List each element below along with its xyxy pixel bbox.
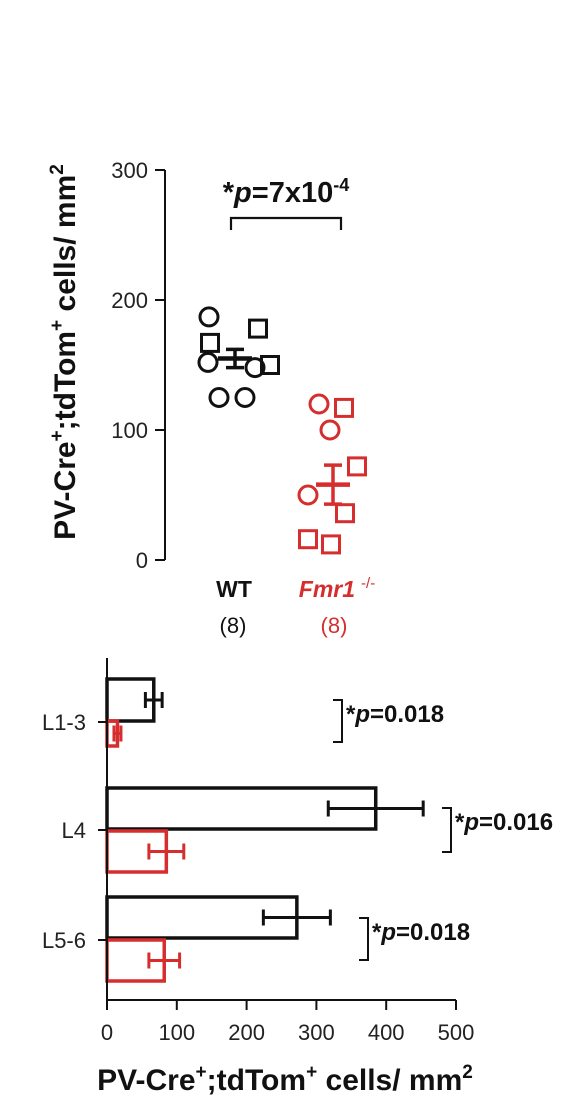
scatter-y-tick-label: 200 xyxy=(111,288,148,313)
scatter-y-tick-label: 300 xyxy=(111,158,148,183)
scatter-point-square xyxy=(260,355,280,375)
bar-panel: 0 100 200 300 400 500 L1-3 L4 L5-6 *p=0.018 *p=0… xyxy=(42,658,553,1097)
scatter-point-circle xyxy=(198,306,220,328)
bar-significance-bracket xyxy=(359,917,369,961)
bar-category-label: L1-3 xyxy=(42,710,86,735)
scatter-point-square xyxy=(334,397,354,418)
scatter-y-tick-label: 100 xyxy=(111,418,148,443)
scatter-y-axis-label: PV-Cre+;tdTom+ cells/ mm2 xyxy=(47,164,82,540)
scatter-point-circle xyxy=(234,387,256,408)
scatter-point-circle xyxy=(297,484,319,506)
scatter-y-tick-label: 0 xyxy=(136,548,148,573)
group-n-fmr1: (8) xyxy=(321,613,348,638)
bar-p-value-label: *p=0.018 xyxy=(372,919,470,946)
bar-p-value-label: *p=0.016 xyxy=(455,809,553,836)
scatter-point-circle xyxy=(197,351,219,373)
bar-x-tick-label: 500 xyxy=(438,1020,475,1045)
group-label-wt: WT xyxy=(216,576,252,602)
bar-x-tick-label: 300 xyxy=(298,1020,335,1045)
scatter-panel: PV-Cre+;tdTom+ cells/ mm2 0 100 200 300 *p=… xyxy=(47,158,375,638)
scatter-point-circle xyxy=(319,419,341,441)
scatter-point-circle xyxy=(244,357,266,379)
bar-x-axis-label: PV-Cre+;tdTom+ cells/ mm2 xyxy=(97,1062,473,1097)
scatter-point-square xyxy=(335,503,355,524)
scatter-point-square xyxy=(347,456,367,477)
group-n-wt: (8) xyxy=(220,613,247,638)
bar-significance-bracket xyxy=(333,699,343,743)
scatter-point-circle xyxy=(308,393,330,415)
bar-p-value-label: *p=0.018 xyxy=(346,701,444,728)
bar-x-tick-label: 0 xyxy=(101,1020,113,1045)
bar-x-tick-label: 200 xyxy=(228,1020,265,1045)
bar-category-label: L5-6 xyxy=(42,928,86,953)
scatter-p-value-label: *p=7x10-4 xyxy=(223,175,349,209)
scatter-point-square xyxy=(321,534,341,555)
bar-category-label: L4 xyxy=(62,818,86,843)
bar-significance-bracket xyxy=(442,807,452,853)
scatter-point-square xyxy=(200,332,220,353)
scatter-significance-bracket xyxy=(229,216,343,230)
bar-x-tick-label: 100 xyxy=(158,1020,195,1045)
scatter-point-square xyxy=(298,529,318,550)
scatter-point-square xyxy=(248,318,268,339)
scatter-point-circle xyxy=(208,387,230,408)
bar-x-tick-label: 400 xyxy=(368,1020,405,1045)
group-label-fmr1: Fmr1 -/- xyxy=(299,575,375,602)
